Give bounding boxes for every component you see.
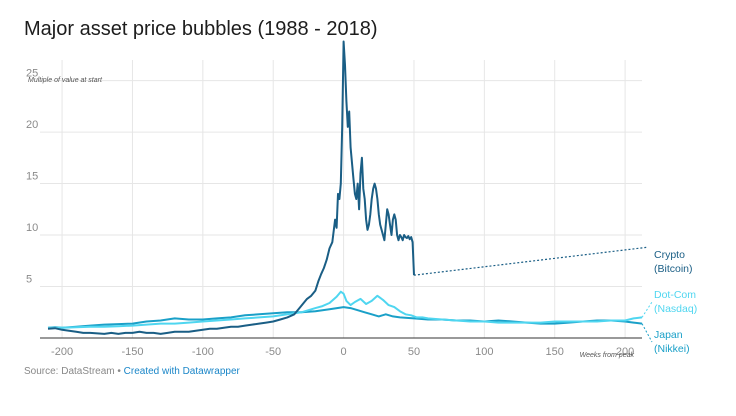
y-tick-label-4: 25	[26, 68, 38, 80]
y-tick-label-2: 15	[26, 171, 38, 183]
x-tick-label-0: -200	[51, 346, 73, 358]
series-label-line: Crypto	[654, 249, 685, 261]
y-tick-label-1: 10	[26, 222, 38, 234]
chart-title: Major asset price bubbles (1988 - 2018)	[24, 18, 378, 40]
datawrapper-credit-link[interactable]: Created with Datawrapper	[123, 366, 240, 377]
footer: Source: DataStream • Created with Datawr…	[24, 366, 240, 377]
series-labels: Crypto (Bitcoin) Dot-Com (Nasdaq) Japan (Nikk…	[654, 249, 697, 355]
x-tick-label-7: 150	[546, 346, 564, 358]
tick-labels: 5 10 15 20 25 -200 -150 -100 -50 0 50 100 150 200	[26, 68, 634, 358]
series-label-line: (Nikkei)	[654, 343, 690, 355]
series-label-1: Dot-Com (Nasdaq)	[654, 289, 697, 315]
y-tick-label-3: 20	[26, 119, 38, 131]
y-tick-label-0: 5	[26, 274, 32, 286]
x-tick-label-4: 0	[341, 346, 347, 358]
grid	[40, 60, 642, 339]
y-axis-label: Multiple of value at start	[28, 77, 103, 84]
series-line-0	[47, 40, 415, 335]
x-tick-label-1: -150	[121, 346, 143, 358]
series-label-0: Crypto (Bitcoin)	[654, 249, 693, 275]
series-label-2: Japan (Nikkei)	[654, 329, 690, 355]
series-label-line: (Nasdaq)	[654, 303, 697, 315]
series-label-line: Japan	[654, 329, 683, 341]
x-axis-label: Weeks from peak	[580, 352, 635, 359]
series-connector-2	[641, 323, 653, 343]
source-note: Source: DataStream	[24, 366, 115, 377]
series-connector-1	[641, 301, 653, 318]
x-tick-label-5: 50	[408, 346, 420, 358]
series-trend-0	[413, 246, 647, 276]
footer-separator: •	[114, 366, 124, 377]
series-label-line: Dot-Com	[654, 289, 696, 301]
x-tick-label-3: -50	[265, 346, 281, 358]
series-line-1	[48, 290, 643, 329]
x-tick-label-8: 200	[616, 346, 634, 358]
x-tick-label-2: -100	[192, 346, 214, 358]
series-label-line: (Bitcoin)	[654, 263, 693, 275]
series-lines	[47, 40, 653, 343]
x-tick-label-6: 100	[475, 346, 493, 358]
